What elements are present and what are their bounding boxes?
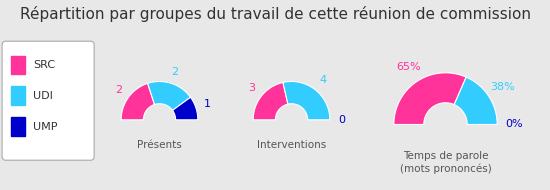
Text: 3: 3: [249, 83, 255, 93]
FancyBboxPatch shape: [10, 117, 25, 136]
Text: 65%: 65%: [396, 63, 420, 72]
Text: Interventions: Interventions: [257, 140, 326, 150]
Text: 4: 4: [320, 75, 327, 85]
Text: 1: 1: [204, 99, 211, 109]
Text: 2: 2: [172, 67, 179, 77]
Polygon shape: [394, 73, 466, 124]
Polygon shape: [253, 82, 288, 120]
Polygon shape: [173, 97, 198, 120]
Text: UMP: UMP: [33, 122, 57, 132]
Polygon shape: [454, 77, 497, 124]
Polygon shape: [283, 82, 330, 120]
Text: 0: 0: [339, 115, 345, 125]
Text: SRC: SRC: [33, 60, 55, 70]
Text: Présents: Présents: [137, 140, 182, 150]
Text: Temps de parole
(mots prononcés): Temps de parole (mots prononcés): [400, 151, 491, 173]
Text: Répartition par groupes du travail de cette réunion de commission: Répartition par groupes du travail de ce…: [19, 6, 531, 22]
Text: 0%: 0%: [505, 120, 522, 129]
Text: 38%: 38%: [490, 82, 515, 92]
FancyBboxPatch shape: [10, 55, 25, 74]
FancyBboxPatch shape: [10, 86, 25, 105]
Polygon shape: [121, 83, 155, 120]
Text: 2: 2: [115, 85, 122, 95]
FancyBboxPatch shape: [2, 41, 94, 160]
Text: UDI: UDI: [33, 91, 53, 101]
Polygon shape: [147, 82, 190, 110]
